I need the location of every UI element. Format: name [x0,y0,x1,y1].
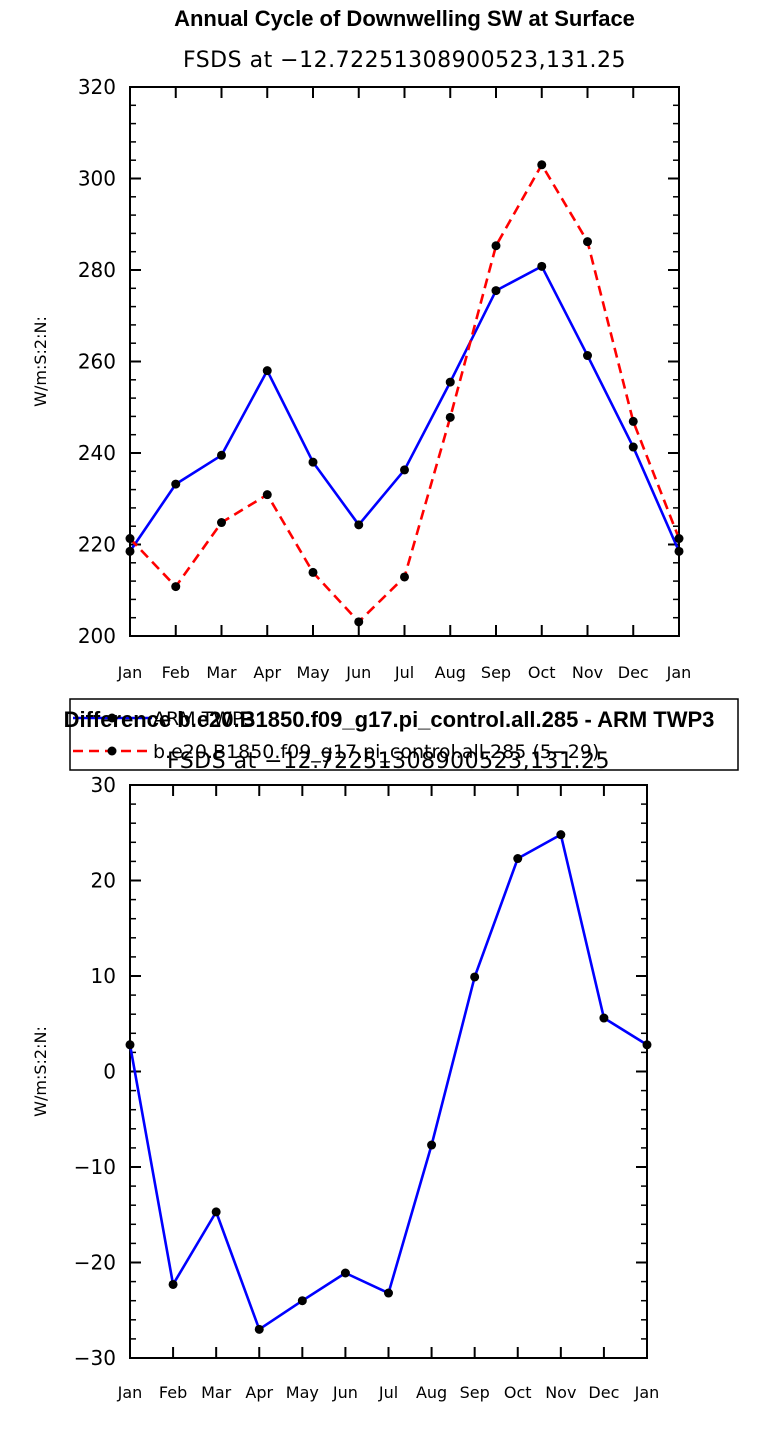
chart-title: Difference b.e20.B1850.f09_g17.pi_contro… [64,707,715,732]
x-tick-label: Jan [666,663,692,682]
data-point [262,366,272,376]
legend-marker [107,746,117,756]
data-point [674,546,684,556]
data-point [308,567,318,577]
series-line-1 [128,833,648,1331]
chart-1: Annual Cycle of Downwelling SW at Surfac… [31,6,739,771]
x-tick-label: Sep [481,663,511,682]
x-tick-label: Jul [378,1383,398,1402]
data-point [400,572,409,582]
data-point [537,261,547,271]
legend-box [69,698,739,771]
x-tick-label: Sep [460,1383,490,1402]
x-tick-label: Jan [634,1383,660,1402]
y-tick-label: −30 [74,1346,116,1370]
series-line-1 [128,265,681,553]
x-tick-label: Oct [504,1383,532,1402]
x-tick-label: May [296,663,329,682]
chart-subtitle: FSDS at −12.72251308900523,131.25 [183,48,626,73]
legend-label-1: ARM TWP3 [153,708,256,730]
x-tick-label: Oct [528,663,556,682]
y-tick-label: 220 [78,533,116,557]
data-point [556,830,566,840]
data-point [297,1296,307,1306]
y-tick-label: 320 [78,75,116,99]
data-point [211,1207,221,1217]
y-tick-label: 300 [78,167,116,191]
x-tick-label: Aug [435,663,466,682]
legend-marker [107,713,117,723]
data-point [445,377,455,387]
x-tick-label: Jul [394,663,414,682]
data-point [400,465,409,475]
data-point [217,450,226,460]
x-tick-label: Jan [117,1383,143,1402]
x-tick-label: Feb [159,1383,187,1402]
y-tick-label: 240 [78,441,116,465]
x-tick-label: May [286,1383,319,1402]
data-point [674,534,684,544]
data-point [628,442,638,452]
data-point [583,237,592,247]
x-tick-label: Jun [332,1383,358,1402]
y-tick-label: 280 [78,258,116,282]
data-point [427,1140,437,1150]
data-point [354,617,364,627]
y-axis-label: W/m:S:2:N: [31,1026,50,1117]
x-tick-label: Aug [416,1383,447,1402]
series-line-2 [129,163,681,624]
data-point [125,1040,135,1050]
y-tick-label: 200 [78,624,116,648]
x-tick-label: Mar [206,663,237,682]
data-point [491,286,501,296]
chart-title: Annual Cycle of Downwelling SW at Surfac… [174,6,635,31]
data-point [628,416,638,426]
data-point [171,479,181,489]
x-tick-label: Dec [588,1383,619,1402]
x-tick-label: Jan [117,663,143,682]
y-tick-label: 20 [91,869,116,893]
data-point [513,854,523,864]
data-point [125,534,135,544]
data-point [384,1288,393,1298]
x-tick-label: Apr [245,1383,273,1402]
chart-2: Difference b.e20.B1850.f09_g17.pi_contro… [31,707,714,1402]
y-tick-label: −20 [74,1251,116,1275]
data-point [125,546,135,556]
y-tick-label: 10 [91,964,116,988]
data-point [340,1268,350,1278]
data-point [217,518,226,528]
data-point [308,457,318,467]
data-point [599,1013,609,1023]
chart-subtitle: FSDS at −12.72251308900523,131.25 [167,749,610,774]
y-tick-label: −10 [74,1155,116,1179]
data-point [491,241,501,251]
data-point [583,351,592,361]
x-tick-label: Apr [253,663,281,682]
x-tick-label: Mar [201,1383,232,1402]
legend-label-2: b.e20.B1850.f09_g17.pi_control.all.285 (… [153,741,599,763]
data-point [171,582,181,592]
y-tick-label: 260 [78,350,116,374]
data-point [445,412,455,422]
x-tick-label: Feb [162,663,190,682]
x-tick-label: Nov [545,1383,576,1402]
data-point [642,1040,652,1050]
y-axis-label: W/m:S:2:N: [31,316,50,407]
plot-frame [129,86,680,637]
x-tick-label: Jun [345,663,371,682]
data-point [354,520,364,530]
data-point [168,1279,178,1289]
data-point [262,490,272,500]
y-tick-label: 0 [103,1060,116,1084]
x-tick-label: Dec [618,663,649,682]
data-point [254,1324,264,1334]
x-tick-label: Nov [572,663,603,682]
y-tick-label: 30 [91,773,116,797]
data-point [537,160,547,170]
data-point [470,972,480,982]
